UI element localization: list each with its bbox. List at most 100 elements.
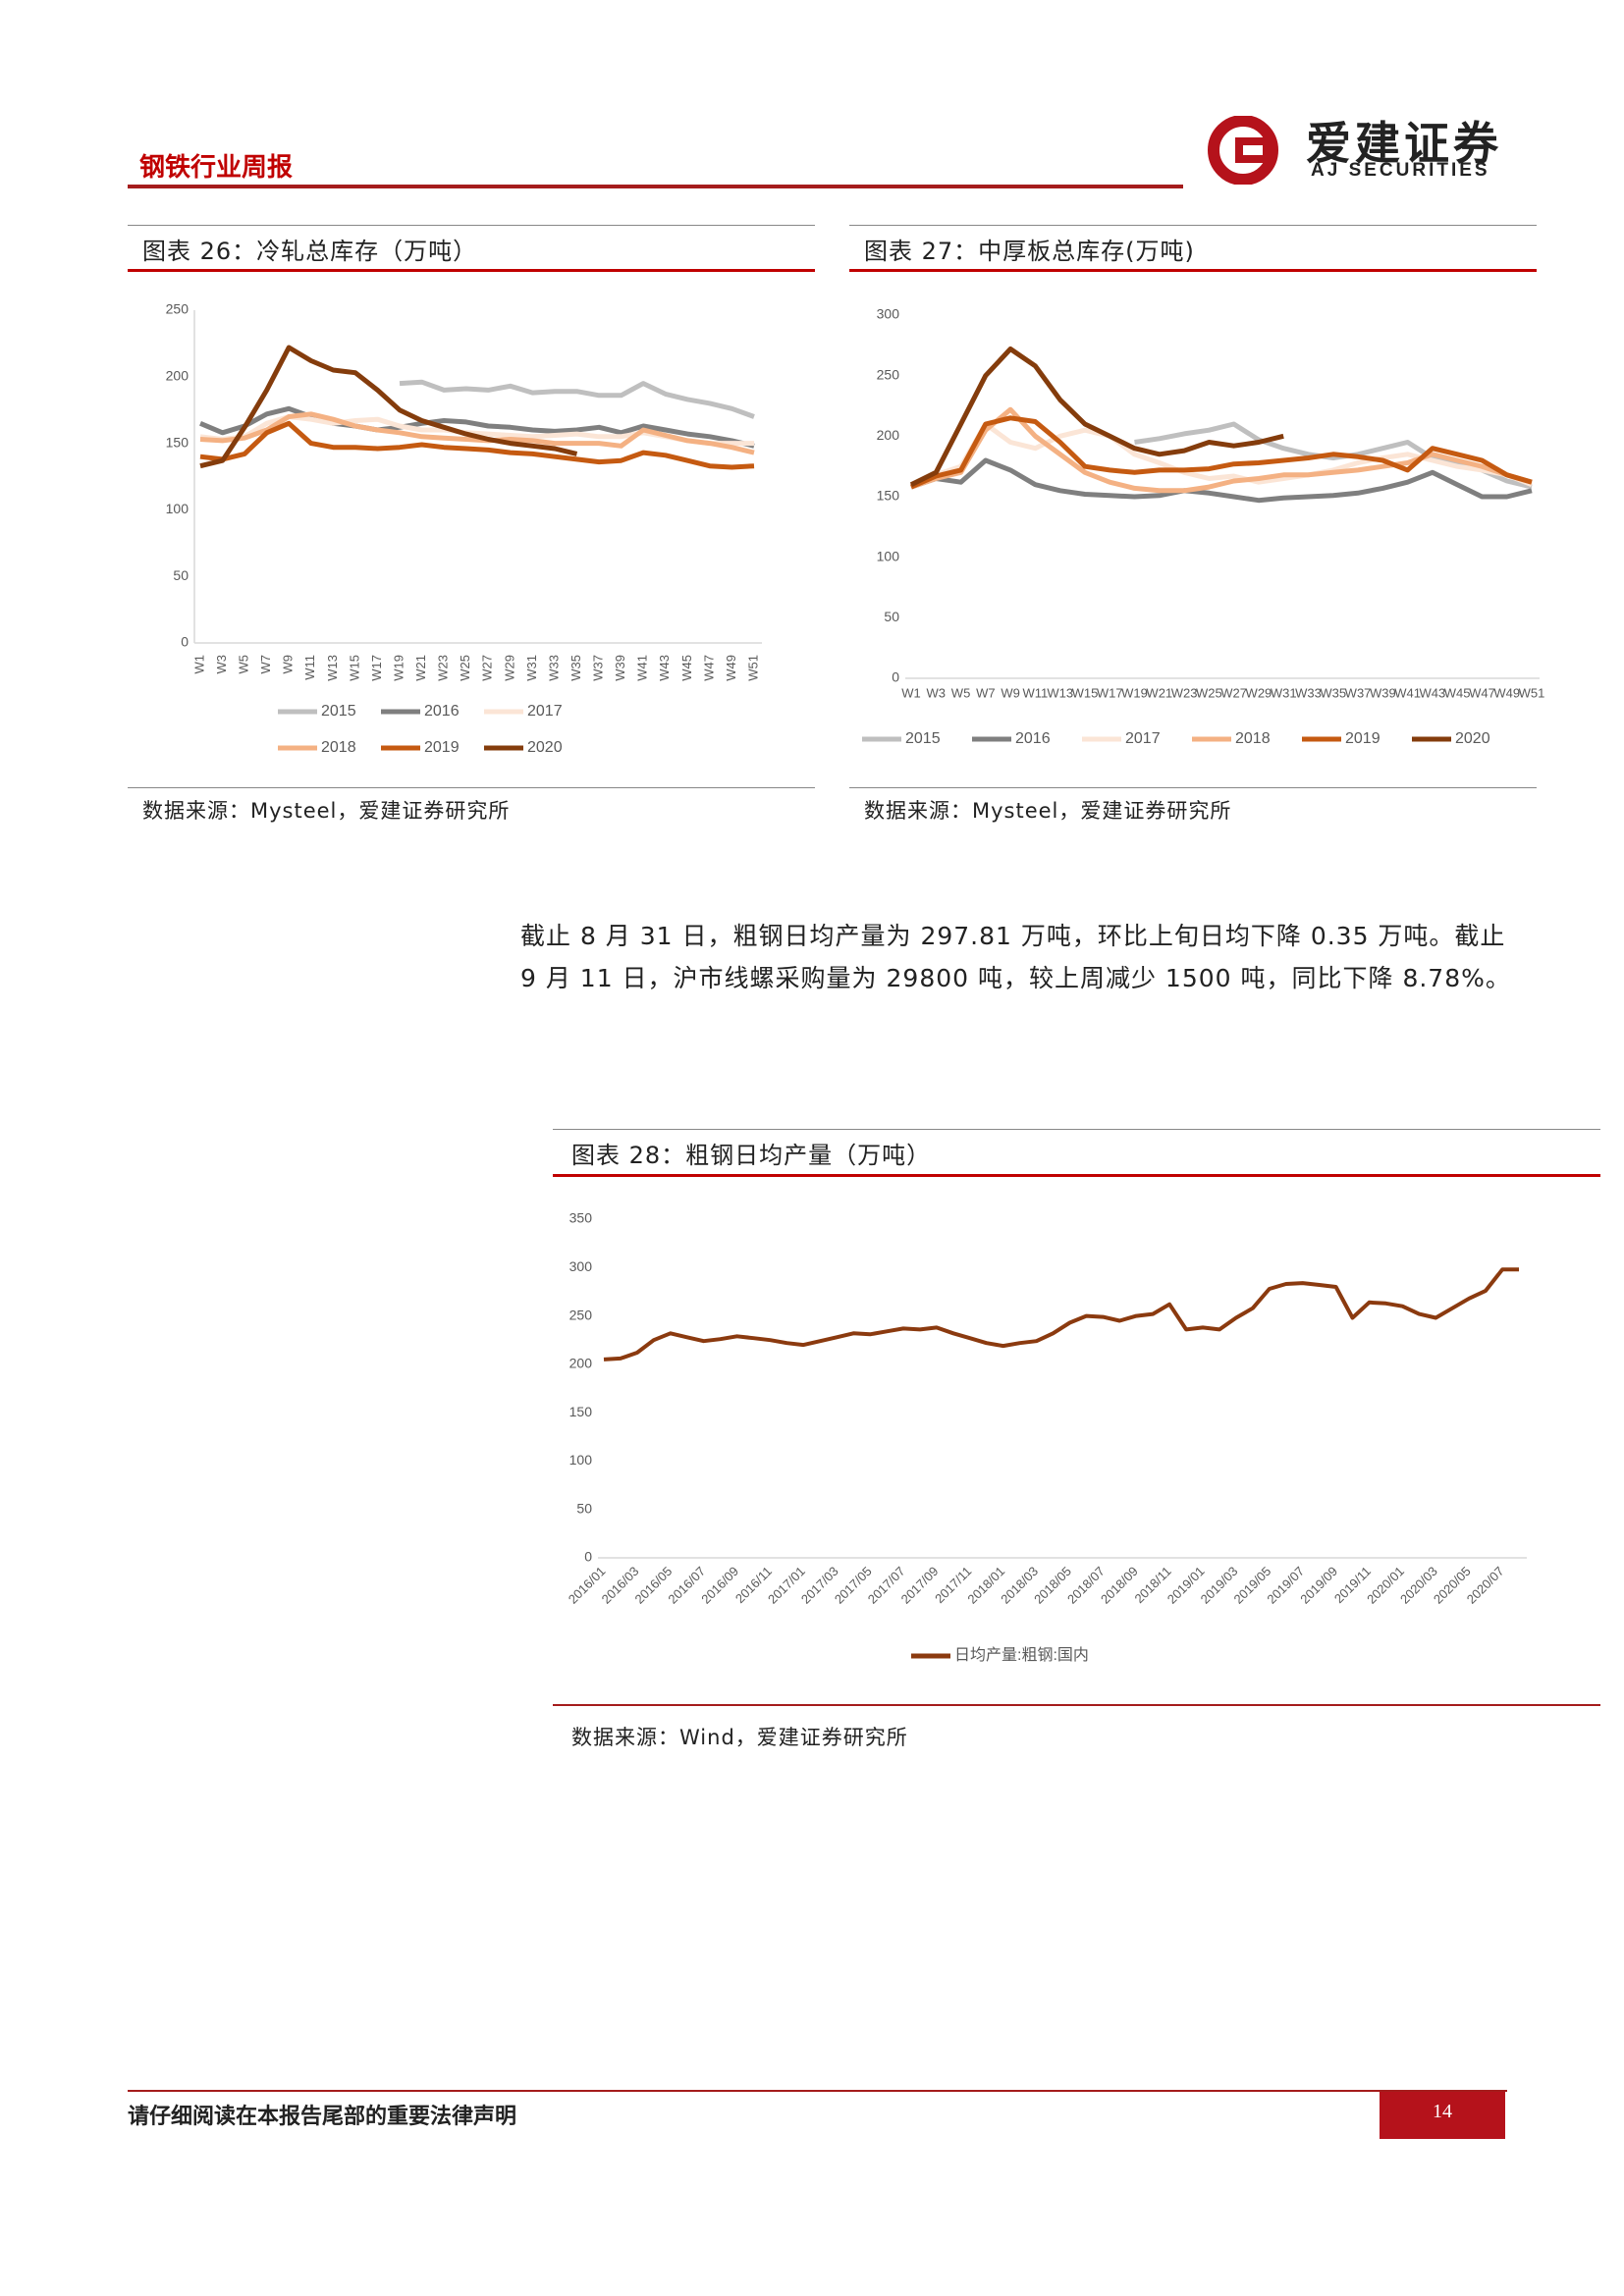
frame-rule bbox=[128, 269, 815, 272]
logo-cn: 爱建证券 bbox=[1306, 117, 1502, 170]
frame-rule bbox=[553, 1129, 1600, 1130]
x-tick-label: W51 bbox=[1519, 685, 1545, 700]
y-tick-label: 300 bbox=[877, 306, 900, 322]
series-line bbox=[199, 405, 755, 449]
y-tick-label: 50 bbox=[173, 567, 189, 583]
y-tick-label: 150 bbox=[877, 488, 900, 504]
x-tick-label: W43 bbox=[657, 655, 672, 681]
y-tick-label: 200 bbox=[877, 427, 900, 443]
legend-label: 日均产量:粗钢:国内 bbox=[954, 1646, 1089, 1664]
header-rule bbox=[128, 185, 1183, 188]
y-tick-label: 350 bbox=[569, 1210, 593, 1226]
x-tick-label: 2018/09 bbox=[1098, 1564, 1141, 1607]
x-tick-label: W19 bbox=[1121, 685, 1148, 700]
x-tick-label: W51 bbox=[745, 655, 760, 681]
y-tick-label: 50 bbox=[884, 609, 899, 624]
page-number: 14 bbox=[1380, 2092, 1505, 2139]
x-tick-label: W7 bbox=[258, 655, 273, 674]
chart-title: 图表 26：冷轧总库存（万吨） bbox=[142, 238, 478, 265]
legend-label: 2017 bbox=[527, 703, 563, 720]
x-tick-label: W7 bbox=[976, 685, 996, 700]
x-tick-label: W49 bbox=[1493, 685, 1520, 700]
series-line bbox=[399, 379, 755, 419]
series-line bbox=[199, 345, 578, 469]
x-tick-label: W11 bbox=[302, 655, 317, 680]
chart-source: 数据来源：Wind，爱建证券研究所 bbox=[571, 1726, 908, 1749]
x-tick-label: W21 bbox=[413, 655, 428, 681]
x-tick-label: W3 bbox=[927, 685, 947, 700]
x-tick-label: W45 bbox=[1444, 685, 1471, 700]
x-tick-label: W43 bbox=[1420, 685, 1446, 700]
legend-label: 2019 bbox=[1345, 730, 1380, 747]
series-line bbox=[909, 415, 1533, 490]
x-tick-label: W1 bbox=[901, 685, 921, 700]
legend-label: 2015 bbox=[321, 703, 356, 720]
x-tick-label: W39 bbox=[613, 655, 627, 681]
x-tick-label: W41 bbox=[635, 655, 650, 681]
legend-label: 2016 bbox=[1015, 730, 1051, 747]
frame-rule bbox=[849, 225, 1537, 226]
x-tick-label: W15 bbox=[1072, 685, 1099, 700]
x-tick-label: W47 bbox=[701, 655, 716, 681]
y-tick-label: 100 bbox=[569, 1452, 593, 1468]
legend-label: 2015 bbox=[905, 730, 941, 747]
legend-label: 2018 bbox=[321, 739, 356, 756]
x-tick-label: W23 bbox=[1171, 685, 1198, 700]
y-tick-label: 250 bbox=[569, 1307, 593, 1322]
legend-label: 2020 bbox=[1455, 730, 1490, 747]
x-tick-label: W3 bbox=[214, 655, 229, 674]
frame-rule bbox=[553, 1704, 1600, 1706]
x-tick-label: W11 bbox=[1023, 685, 1049, 700]
x-tick-label: W17 bbox=[369, 655, 384, 681]
header-title: 钢铁行业周报 bbox=[139, 153, 294, 183]
x-tick-label: W45 bbox=[679, 655, 694, 681]
legend-label: 2019 bbox=[424, 739, 460, 756]
chart-source: 数据来源：Mysteel，爱建证券研究所 bbox=[864, 799, 1232, 823]
x-tick-label: W25 bbox=[1196, 685, 1222, 700]
x-tick-label: W13 bbox=[325, 655, 340, 681]
logo-icon bbox=[1208, 116, 1278, 185]
series-line bbox=[603, 1267, 1519, 1362]
footer-rule bbox=[128, 2090, 1507, 2092]
series-line bbox=[910, 457, 1533, 504]
y-tick-label: 0 bbox=[584, 1549, 592, 1565]
x-tick-label: W41 bbox=[1394, 685, 1421, 700]
x-tick-label: W29 bbox=[1246, 685, 1272, 700]
legend-label: 2020 bbox=[527, 739, 563, 756]
x-tick-label: W17 bbox=[1097, 685, 1123, 700]
x-tick-label: W5 bbox=[237, 655, 251, 674]
x-tick-label: W23 bbox=[436, 655, 451, 681]
frame-rule bbox=[553, 1174, 1600, 1177]
x-tick-label: W33 bbox=[546, 655, 561, 681]
x-tick-label: W9 bbox=[281, 655, 296, 674]
series-line bbox=[909, 347, 1284, 487]
x-tick-label: 2020/07 bbox=[1464, 1564, 1507, 1607]
y-tick-label: 200 bbox=[166, 368, 189, 384]
x-tick-label: W27 bbox=[1220, 685, 1247, 700]
x-tick-label: W29 bbox=[502, 655, 516, 681]
paragraph: 截止 8 月 31 日，粗钢日均产量为 297.81 万吨，环比上旬日均下降 0… bbox=[520, 922, 1511, 992]
y-tick-label: 0 bbox=[181, 634, 189, 650]
y-tick-label: 50 bbox=[576, 1500, 592, 1516]
footer-notice: 请仔细阅读在本报告尾部的重要法律声明 bbox=[128, 2105, 517, 2129]
x-tick-label: 2017/09 bbox=[898, 1564, 942, 1607]
series-line bbox=[910, 421, 1533, 488]
x-tick-label: W21 bbox=[1146, 685, 1172, 700]
frame-rule bbox=[849, 787, 1537, 788]
y-tick-label: 150 bbox=[569, 1404, 593, 1419]
x-tick-label: W37 bbox=[1345, 685, 1372, 700]
y-tick-label: 100 bbox=[166, 501, 189, 516]
series-line bbox=[199, 411, 755, 455]
x-tick-label: 2016/09 bbox=[698, 1564, 741, 1607]
chart-title: 图表 28：粗钢日均产量（万吨） bbox=[571, 1142, 932, 1169]
legend-label: 2017 bbox=[1125, 730, 1161, 747]
series-line bbox=[910, 406, 1533, 494]
x-tick-label: W35 bbox=[1320, 685, 1346, 700]
x-tick-label: W27 bbox=[480, 655, 495, 681]
x-tick-label: W33 bbox=[1295, 685, 1322, 700]
y-tick-label: 200 bbox=[569, 1356, 593, 1371]
series-line bbox=[199, 420, 755, 470]
logo-en: AJ SECURITIES bbox=[1311, 160, 1490, 181]
x-tick-label: W35 bbox=[568, 655, 583, 681]
